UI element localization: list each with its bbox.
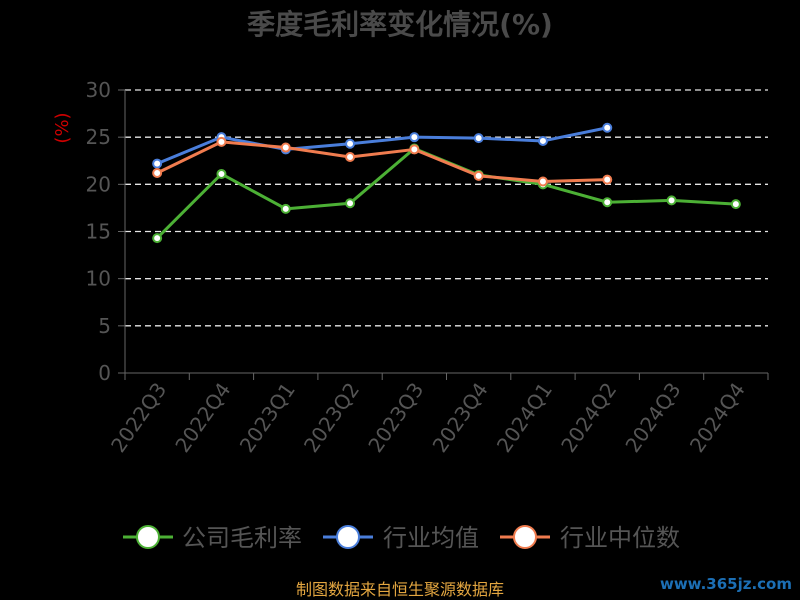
data-point — [345, 151, 356, 162]
legend-item[interactable]: 行业均值 — [323, 524, 479, 552]
series-lines — [152, 122, 741, 244]
data-point — [216, 168, 227, 179]
series-group — [152, 143, 741, 244]
data-source-note: 制图数据来自恒生聚源数据库 — [296, 580, 504, 599]
data-point — [280, 142, 291, 153]
data-point — [345, 198, 356, 209]
data-point — [345, 138, 356, 149]
x-tick-label: 2023Q3 — [363, 378, 428, 457]
y-unit-label: (%) — [52, 112, 73, 143]
data-point — [152, 233, 163, 244]
x-tick-label: 2024Q4 — [685, 378, 750, 457]
x-tick-label: 2022Q3 — [106, 378, 171, 457]
x-tick-label: 2024Q3 — [620, 378, 685, 457]
data-point — [602, 174, 613, 185]
data-point — [537, 135, 548, 146]
y-tick-label: 25 — [86, 125, 111, 149]
data-point — [409, 144, 420, 155]
legend-item[interactable]: 行业中位数 — [500, 524, 680, 552]
data-point — [473, 170, 484, 181]
legend-item[interactable]: 公司毛利率 — [123, 524, 302, 552]
x-tick-label: 2023Q2 — [299, 378, 364, 457]
watermark: www.365jz.com — [660, 575, 792, 593]
data-point — [152, 168, 163, 179]
data-point — [730, 199, 741, 210]
y-tick-label: 30 — [86, 78, 111, 102]
legend[interactable]: 公司毛利率 行业均值 行业中位数 — [123, 524, 680, 552]
y-tick-label: 10 — [86, 267, 111, 291]
legend-marker — [513, 525, 537, 549]
data-point — [216, 136, 227, 147]
y-tick-label: 0 — [98, 361, 111, 385]
x-tick-label: 2023Q1 — [235, 378, 300, 457]
x-tick-label: 2022Q4 — [170, 378, 235, 457]
data-point — [602, 122, 613, 133]
series-line — [155, 126, 609, 166]
x-tick-label: 2024Q1 — [492, 378, 557, 457]
data-point — [473, 133, 484, 144]
data-point — [280, 203, 291, 214]
legend-marker — [136, 525, 160, 549]
data-point — [537, 176, 548, 187]
chart-title: 季度毛利率变化情况(%) — [247, 8, 553, 41]
legend-label: 行业中位数 — [560, 524, 680, 552]
y-tick-label: 15 — [86, 220, 111, 244]
data-point — [409, 132, 420, 143]
legend-label: 公司毛利率 — [182, 524, 302, 552]
gridlines — [125, 89, 768, 327]
x-tick-label: 2024Q2 — [556, 378, 621, 457]
x-tick-label: 2023Q4 — [428, 378, 493, 457]
y-tick-label: 20 — [86, 172, 111, 196]
data-point — [666, 195, 677, 206]
legend-label: 行业均值 — [383, 524, 479, 552]
data-point — [152, 158, 163, 169]
series-line — [155, 140, 609, 184]
y-tick-label: 5 — [98, 314, 111, 338]
data-point — [602, 197, 613, 208]
legend-marker — [336, 525, 360, 549]
series-group — [152, 136, 613, 187]
